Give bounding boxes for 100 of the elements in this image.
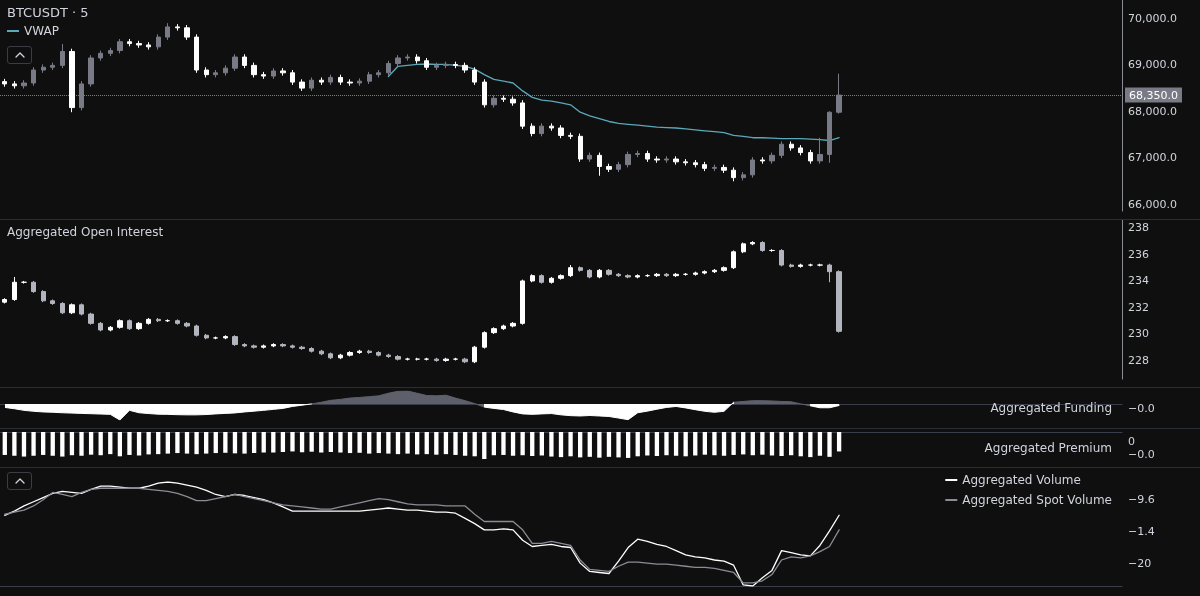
candlestick xyxy=(204,66,209,78)
candlestick xyxy=(156,317,161,323)
candlestick xyxy=(242,53,247,69)
y-tick-label: 230 xyxy=(1128,327,1149,341)
candlestick xyxy=(127,38,132,47)
candlestick xyxy=(367,349,372,355)
legend-label: Aggregated Volume xyxy=(962,473,1081,487)
candlestick xyxy=(721,265,727,273)
candlestick xyxy=(578,133,583,163)
candlestick xyxy=(616,161,621,173)
candlestick xyxy=(798,144,803,156)
candlestick xyxy=(98,50,103,62)
candlestick xyxy=(271,342,276,348)
candlestick xyxy=(60,301,65,315)
candlestick xyxy=(88,54,94,88)
candlestick xyxy=(376,69,381,78)
legend-label: VWAP xyxy=(24,24,59,38)
candlestick xyxy=(760,240,765,253)
candlestick xyxy=(836,269,842,334)
candlestick xyxy=(664,155,669,164)
candlestick xyxy=(654,155,660,164)
candlestick xyxy=(347,350,353,357)
candlestick xyxy=(453,61,458,69)
candlestick xyxy=(41,289,46,303)
text: Aggregated Premium xyxy=(984,441,1113,455)
candlestick xyxy=(175,23,180,32)
candlestick xyxy=(2,78,7,88)
candlestick xyxy=(309,346,314,353)
candlestick xyxy=(510,321,516,328)
candlestick xyxy=(415,53,420,65)
candlestick xyxy=(395,354,401,361)
candlestick xyxy=(712,268,717,274)
ref-line-label: 68,350.0 xyxy=(1129,88,1178,102)
candlestick xyxy=(520,99,525,130)
candlestick xyxy=(462,62,468,74)
candlestick xyxy=(2,297,7,304)
candlestick xyxy=(319,76,324,86)
candlestick xyxy=(817,137,823,165)
candlestick xyxy=(175,318,180,326)
chart-title: BTCUSDT · 5 xyxy=(7,5,89,20)
text: 0 xyxy=(1128,435,1135,449)
y-tick-label: 236 xyxy=(1128,247,1149,261)
text: −1.4 xyxy=(1128,525,1155,538)
candlestick xyxy=(367,71,372,85)
candlestick xyxy=(41,63,46,74)
candlestick xyxy=(558,124,564,139)
candlestick xyxy=(395,54,401,67)
candlestick xyxy=(69,48,75,113)
candlestick xyxy=(50,62,55,71)
candlestick xyxy=(750,240,755,246)
candlestick xyxy=(280,342,286,348)
line-series xyxy=(387,63,840,142)
candlestick xyxy=(760,156,765,165)
y-tick-label: 68,000.0 xyxy=(1128,104,1177,118)
candlestick xyxy=(798,263,803,269)
candlestick xyxy=(31,66,36,87)
text: −0.0 xyxy=(1128,401,1155,415)
candlestick xyxy=(328,352,333,360)
candlestick xyxy=(673,272,679,278)
y-tick-label: 66,000.0 xyxy=(1128,197,1177,211)
candlestick xyxy=(204,333,209,340)
candlestick xyxy=(654,272,660,278)
candlestick xyxy=(299,345,305,351)
candlestick xyxy=(635,273,640,279)
candlestick xyxy=(12,276,17,302)
candlestick xyxy=(309,76,314,92)
candlestick xyxy=(721,164,727,174)
candlestick xyxy=(587,268,592,279)
candlestick xyxy=(482,78,487,109)
candlestick xyxy=(616,272,621,278)
candlestick xyxy=(625,151,631,168)
candlestick xyxy=(750,156,755,179)
candlestick xyxy=(741,171,746,181)
candlestick xyxy=(117,38,123,54)
candlestick xyxy=(683,158,688,167)
candlestick xyxy=(712,164,717,172)
candlestick xyxy=(501,324,506,331)
candlestick xyxy=(251,62,257,78)
candlestick xyxy=(530,273,535,283)
candlestick xyxy=(21,79,27,90)
candlestick xyxy=(434,357,439,363)
candlestick xyxy=(261,344,266,350)
candlestick xyxy=(520,279,525,326)
candlestick xyxy=(357,77,362,87)
candlestick xyxy=(98,321,103,332)
candlestick xyxy=(376,350,381,357)
candlestick xyxy=(482,330,487,350)
y-tick-label: 228 xyxy=(1128,353,1149,367)
candlestick xyxy=(462,357,468,364)
candlestick xyxy=(731,166,736,182)
candlestick xyxy=(357,349,362,355)
candlestick xyxy=(12,80,17,90)
candlestick xyxy=(491,95,497,109)
candlestick xyxy=(539,122,544,137)
candlestick xyxy=(702,161,707,172)
candlestick xyxy=(50,299,55,306)
candlestick xyxy=(194,324,199,338)
y-tick-label: 238 xyxy=(1128,221,1149,235)
candlestick xyxy=(827,110,832,164)
candlestick xyxy=(539,273,544,285)
